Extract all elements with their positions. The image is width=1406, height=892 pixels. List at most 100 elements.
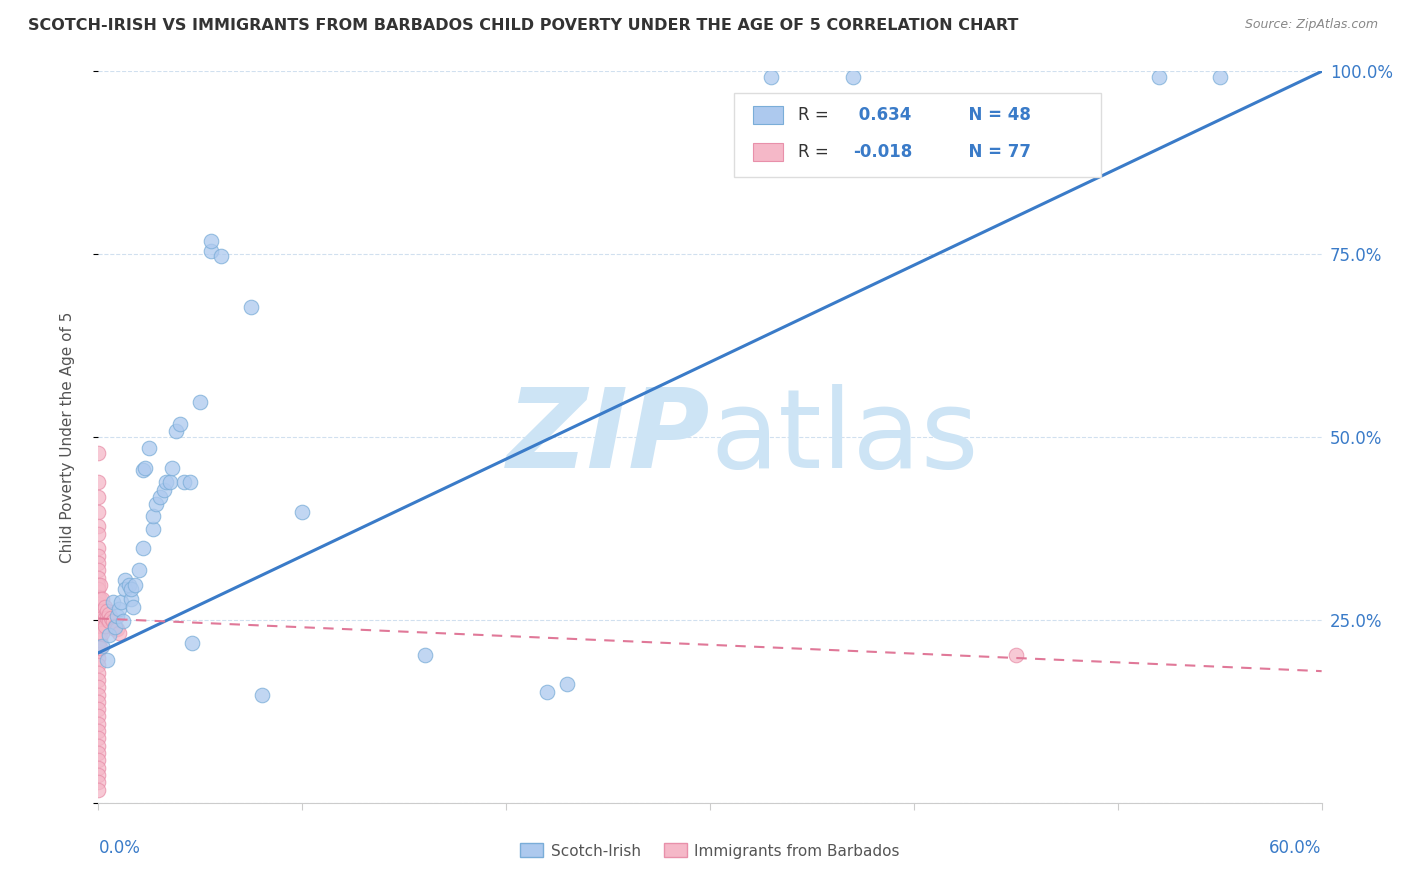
Point xyxy=(87,673,110,687)
Point xyxy=(104,619,127,633)
Point xyxy=(87,622,110,636)
Point xyxy=(142,509,165,524)
Point xyxy=(291,505,314,519)
Point xyxy=(87,619,110,633)
Point xyxy=(91,592,114,607)
Point xyxy=(87,549,110,563)
Point xyxy=(101,594,124,608)
Point xyxy=(110,594,132,608)
Point xyxy=(87,611,110,625)
Point xyxy=(87,599,110,614)
Point xyxy=(118,578,141,592)
Point xyxy=(104,622,127,636)
Bar xyxy=(752,143,783,161)
Point xyxy=(87,597,110,611)
Point xyxy=(87,731,110,746)
Point xyxy=(89,633,111,648)
Point xyxy=(87,604,110,618)
Y-axis label: Child Poverty Under the Age of 5: Child Poverty Under the Age of 5 xyxy=(60,311,75,563)
Point xyxy=(93,611,115,625)
Point xyxy=(97,607,120,621)
Point xyxy=(100,611,122,625)
Point xyxy=(132,541,155,556)
Point xyxy=(87,490,110,504)
Point xyxy=(87,563,110,577)
Point xyxy=(165,424,187,438)
Point xyxy=(89,592,111,607)
Point xyxy=(89,619,111,633)
Point xyxy=(87,582,110,597)
Point xyxy=(155,475,177,490)
Text: Source: ZipAtlas.com: Source: ZipAtlas.com xyxy=(1244,18,1378,31)
Point xyxy=(179,475,201,490)
Point xyxy=(87,658,110,673)
Point xyxy=(87,775,110,789)
Text: R =: R = xyxy=(799,106,834,124)
Point xyxy=(96,611,118,625)
Text: atlas: atlas xyxy=(710,384,979,491)
Point xyxy=(89,611,111,625)
Point xyxy=(87,695,110,709)
Text: 0.0%: 0.0% xyxy=(98,839,141,857)
Point xyxy=(108,602,131,616)
Point xyxy=(209,249,232,263)
Point xyxy=(536,684,558,698)
Point xyxy=(152,483,174,497)
Point xyxy=(173,475,195,490)
Point xyxy=(87,761,110,775)
Point xyxy=(557,677,579,691)
Point xyxy=(87,446,110,460)
Point xyxy=(120,592,142,607)
Point xyxy=(87,505,110,519)
Point xyxy=(111,615,134,629)
Text: N = 77: N = 77 xyxy=(957,143,1031,161)
Point xyxy=(240,300,263,314)
Point xyxy=(128,563,150,577)
Point xyxy=(87,629,110,643)
Point xyxy=(89,626,111,640)
Point xyxy=(87,519,110,533)
Point xyxy=(87,782,110,797)
Point xyxy=(1147,70,1170,85)
Point xyxy=(1209,70,1232,85)
Bar xyxy=(752,106,783,124)
Point xyxy=(87,526,110,541)
Point xyxy=(87,607,110,621)
Point xyxy=(87,626,110,640)
Point xyxy=(91,626,114,640)
Point xyxy=(87,716,110,731)
Point xyxy=(108,626,131,640)
Point xyxy=(105,622,128,636)
Point xyxy=(91,639,114,653)
Point xyxy=(87,541,110,556)
Point xyxy=(142,521,165,535)
Point xyxy=(87,615,110,629)
Point xyxy=(89,604,111,618)
Point xyxy=(87,570,110,584)
Point xyxy=(87,702,110,716)
Point xyxy=(87,665,110,680)
Text: ZIP: ZIP xyxy=(506,384,710,491)
Point xyxy=(87,651,110,665)
Point xyxy=(87,556,110,570)
Point xyxy=(122,599,145,614)
Legend: Scotch-Irish, Immigrants from Barbados: Scotch-Irish, Immigrants from Barbados xyxy=(515,838,905,864)
Point xyxy=(87,643,110,657)
Point xyxy=(1004,648,1026,662)
Point xyxy=(87,724,110,739)
FancyBboxPatch shape xyxy=(734,94,1101,178)
Point xyxy=(101,615,124,629)
Point xyxy=(181,636,204,650)
Point xyxy=(87,768,110,782)
Point xyxy=(124,578,146,592)
Point xyxy=(104,620,127,634)
Point xyxy=(93,619,115,633)
Point xyxy=(145,497,167,511)
Point xyxy=(87,590,110,604)
Point xyxy=(200,234,222,248)
Point xyxy=(200,244,222,258)
Point xyxy=(87,578,110,592)
Point xyxy=(149,490,172,504)
Point xyxy=(87,636,110,650)
Point xyxy=(114,582,136,597)
